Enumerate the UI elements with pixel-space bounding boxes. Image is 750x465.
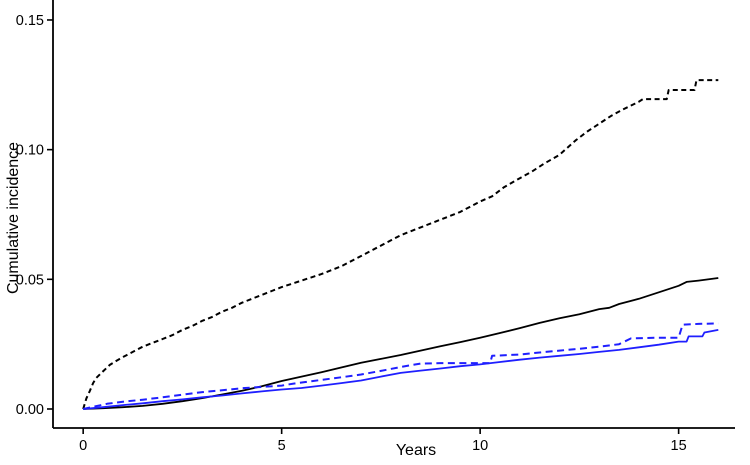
y-tick-label: 0.10 [16,143,44,159]
x-tick-label: 15 [671,438,687,454]
x-tick-label: 5 [278,438,286,454]
y-tick-label: 0.15 [16,13,44,29]
y-tick-label: 0.05 [16,272,44,288]
series-black-dashed [82,79,719,410]
x-tick-label: 0 [79,438,87,454]
x-axis-title: Years [395,442,437,459]
y-tick-label: 0.00 [16,402,44,418]
y-axis-title: Cumulative incidence [5,141,22,295]
series-black-solid [83,277,719,410]
series-blue-solid [83,329,719,410]
series-blue-dashed [82,322,719,410]
x-tick-label: 10 [472,438,488,454]
